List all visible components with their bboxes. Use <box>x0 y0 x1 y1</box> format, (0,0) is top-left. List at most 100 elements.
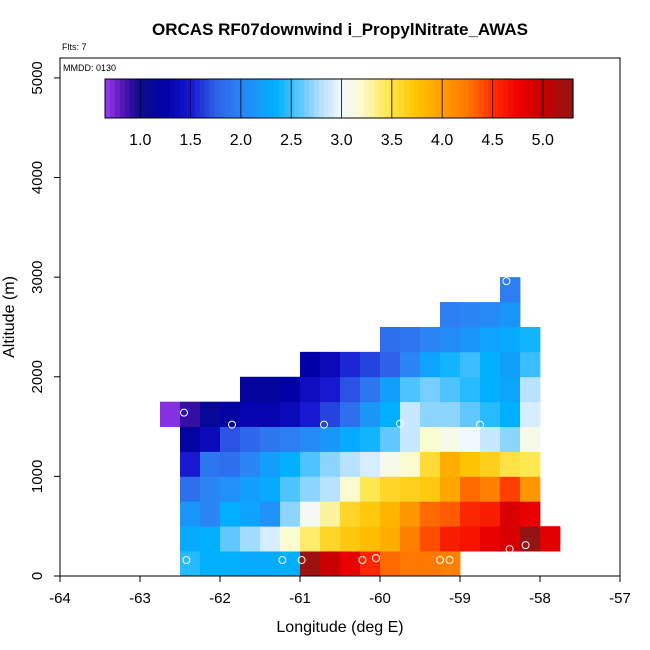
heatmap-cell <box>320 376 341 403</box>
colorbar-segment <box>219 79 226 118</box>
colorbar-segment <box>284 79 290 118</box>
heatmap-cell <box>320 501 341 527</box>
heatmap-cell <box>320 476 341 502</box>
heatmap-cell <box>400 326 421 353</box>
heatmap-cell <box>460 302 481 328</box>
heatmap-cell <box>240 526 261 552</box>
heatmap-cell <box>240 451 261 477</box>
heatmap-cell <box>480 401 501 427</box>
heatmap-cell <box>420 426 441 452</box>
chart-title: ORCAS RF07downwind i_PropylNitrate_AWAS <box>152 20 528 39</box>
heatmap-cell <box>360 351 381 378</box>
y-tick-label: 3000 <box>29 260 46 293</box>
heatmap-cell <box>180 401 201 427</box>
heatmap-cell <box>500 526 521 552</box>
x-tick-label: -58 <box>529 590 551 607</box>
colorbar-segment <box>294 79 300 118</box>
colorbar-segment <box>169 79 176 118</box>
heatmap-cell <box>480 526 501 552</box>
colorbar-segment <box>353 79 360 118</box>
heatmap-cell <box>460 451 481 477</box>
colorbar-segment <box>533 79 539 118</box>
heatmap-cell <box>480 476 501 502</box>
y-tick-label: 1000 <box>29 460 46 493</box>
colorbar-segment <box>259 79 265 118</box>
heatmap-cell <box>260 476 281 502</box>
colorbar-segment <box>468 79 475 118</box>
heatmap-cell <box>380 426 401 452</box>
heatmap-cell <box>320 351 341 378</box>
colorbar-tick-label: 4.5 <box>481 132 503 149</box>
heatmap-cell <box>260 526 281 552</box>
colorbar-segment <box>299 79 305 118</box>
heatmap-cell <box>280 376 301 403</box>
heatmap-cell <box>280 401 301 427</box>
heatmap-cell <box>300 476 321 502</box>
heatmap-cell <box>420 451 441 477</box>
heatmap-cell <box>520 476 541 502</box>
heatmap-cell <box>220 551 241 577</box>
heatmap-cell <box>500 302 521 328</box>
sample-marker <box>476 420 484 429</box>
heatmap-cell <box>200 476 221 502</box>
heatmap-cell <box>380 501 401 527</box>
heatmap-cell <box>480 451 501 477</box>
heatmap-cell <box>360 376 381 403</box>
heatmap-cell <box>180 551 201 577</box>
heatmap-cell <box>200 426 221 452</box>
heatmap-cell <box>340 376 361 403</box>
heatmap-cell <box>480 501 501 527</box>
heatmap-cell <box>240 501 261 527</box>
colorbar-segment <box>428 79 435 118</box>
heatmap-cell <box>400 476 421 502</box>
heatmap-cell <box>440 302 461 328</box>
colorbar-segment <box>498 79 504 118</box>
colorbar-segment <box>139 79 146 118</box>
heatmap-cell <box>480 376 501 403</box>
colorbar-segment <box>154 79 161 118</box>
y-tick-label: 0 <box>29 572 46 580</box>
heatmap-cell <box>220 476 241 502</box>
heatmap-cell <box>220 526 241 552</box>
heatmap-cell <box>500 401 521 427</box>
heatmap-cell <box>340 351 361 378</box>
heatmap-cell <box>180 526 201 552</box>
heatmap-cell <box>440 476 461 502</box>
heatmap-cell <box>320 551 341 577</box>
x-tick-label: -63 <box>129 590 151 607</box>
heatmap-cell <box>200 551 221 577</box>
heatmap-cell <box>440 351 461 378</box>
heatmap-cell <box>340 551 361 577</box>
colorbar-segment <box>109 79 116 118</box>
colorbar-gradient <box>105 79 574 118</box>
colorbar-tick-label: 4.0 <box>431 132 453 149</box>
heatmap-cell <box>460 476 481 502</box>
heatmap-cell <box>520 426 541 452</box>
heatmap-cell <box>280 476 301 502</box>
heatmap-cell <box>500 326 521 353</box>
x-tick-label: -57 <box>609 590 631 607</box>
colorbar-segment <box>513 79 519 118</box>
colorbar-segment <box>463 79 470 118</box>
heatmap-cell <box>400 551 421 577</box>
heatmap-cell <box>480 326 501 353</box>
heatmap-cell <box>400 501 421 527</box>
colorbar-segment <box>239 79 246 118</box>
colorbar-segment <box>558 79 564 118</box>
colorbar-segment <box>423 79 430 118</box>
heatmap-cell <box>520 401 541 427</box>
x-axis: -64 -63 -62 -61 -60 -59 -58 -57 <box>49 576 631 607</box>
y-tick-label: 2000 <box>29 360 46 393</box>
heatmap-cell <box>360 476 381 502</box>
colorbar-segment <box>114 79 121 118</box>
colorbar-segment <box>329 79 335 118</box>
colorbar-segment <box>518 79 524 118</box>
heatmap-cell <box>440 526 461 552</box>
sample-marker <box>372 554 380 563</box>
heatmap-cell <box>320 526 341 552</box>
heatmap-cell <box>300 451 321 477</box>
heatmap-cell <box>500 451 521 477</box>
heatmap-cell <box>340 501 361 527</box>
heatmap-cell <box>460 426 481 452</box>
